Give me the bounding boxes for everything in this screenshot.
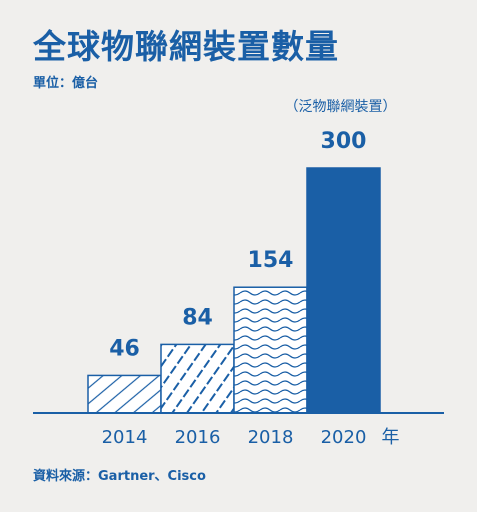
x-tick-label-2018: 2018: [248, 427, 294, 448]
source-label: 資料來源：Gartner、Cisco: [33, 469, 206, 484]
labels-layer: 46 2014 84 2016 154 2018 300 2020 （泛物聯網裝置） 年: [102, 99, 400, 448]
value-label-2016: 84: [182, 305, 213, 330]
value-label-2018: 154: [248, 248, 294, 273]
x-tick-label-2014: 2014: [102, 427, 148, 448]
x-axis-label: 年: [382, 427, 400, 448]
bar-2014: [87, 374, 162, 414]
bar-2016: [160, 343, 235, 414]
chart-title: 全球物聯網裝置數量: [33, 27, 339, 66]
bars-layer: [87, 167, 381, 414]
bar-annotation: （泛物聯網裝置）: [285, 99, 397, 115]
unit-label: 單位：億台: [33, 76, 99, 91]
value-label-2020: 300: [321, 129, 367, 154]
x-tick-label-2020: 2020: [321, 427, 367, 448]
bar-2018: [233, 286, 308, 414]
x-tick-label-2016: 2016: [175, 427, 221, 448]
value-label-2014: 46: [109, 336, 140, 361]
bar-2020: [306, 167, 381, 414]
